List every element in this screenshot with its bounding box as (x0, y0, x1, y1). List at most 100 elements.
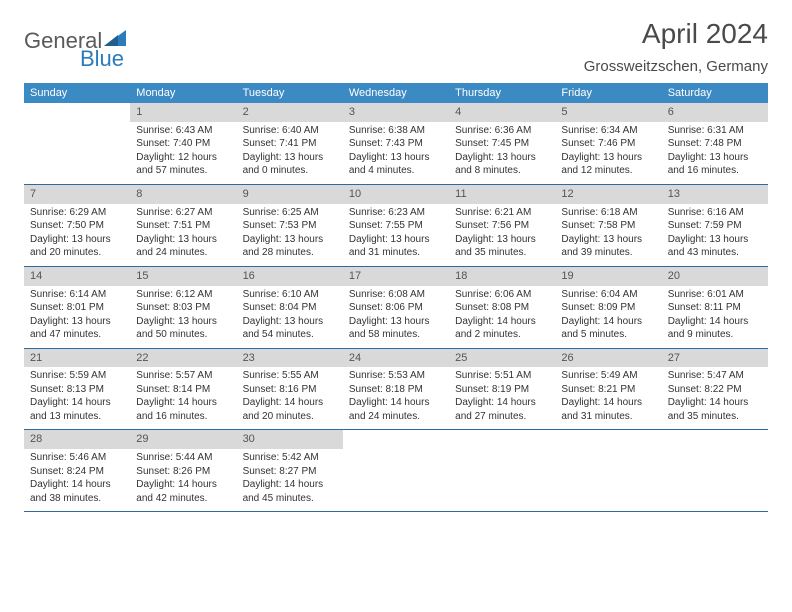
empty-cell (449, 430, 555, 511)
calendar-grid: SundayMondayTuesdayWednesdayThursdayFrid… (24, 83, 768, 512)
week-row: 28Sunrise: 5:46 AMSunset: 8:24 PMDayligh… (24, 430, 768, 512)
day-of-week-cell: Saturday (662, 83, 768, 103)
sunrise-line: Sunrise: 5:55 AM (243, 369, 337, 383)
day-cell: 7 Sunrise: 6:29 AMSunset: 7:50 PMDaylight… (24, 185, 130, 266)
day-of-week-cell: Sunday (24, 83, 130, 103)
daylight-line: Daylight: 13 hours and 20 minutes. (30, 233, 124, 260)
sunrise-line: Sunrise: 6:29 AM (30, 206, 124, 220)
week-row: 1Sunrise: 6:43 AMSunset: 7:40 PMDaylight… (24, 103, 768, 185)
day-cell: 20Sunrise: 6:01 AMSunset: 8:11 PMDayligh… (662, 267, 768, 348)
sunrise-line: Sunrise: 6:21 AM (455, 206, 549, 220)
daylight-line: Daylight: 13 hours and 43 minutes. (668, 233, 762, 260)
sunrise-line: Sunrise: 5:49 AM (561, 369, 655, 383)
sunset-line: Sunset: 8:21 PM (561, 383, 655, 397)
day-cell: 8Sunrise: 6:27 AMSunset: 7:51 PMDaylight… (130, 185, 236, 266)
day-cell: 1Sunrise: 6:43 AMSunset: 7:40 PMDaylight… (130, 103, 236, 184)
day-of-week-cell: Monday (130, 83, 236, 103)
day-cell: 24Sunrise: 5:53 AMSunset: 8:18 PMDayligh… (343, 349, 449, 430)
day-cell: 30Sunrise: 5:42 AMSunset: 8:27 PMDayligh… (237, 430, 343, 511)
daylight-line: Daylight: 14 hours and 2 minutes. (455, 315, 549, 342)
day-cell: 28Sunrise: 5:46 AMSunset: 8:24 PMDayligh… (24, 430, 130, 511)
empty-cell (343, 430, 449, 511)
sunrise-line: Sunrise: 6:23 AM (349, 206, 443, 220)
daylight-line: Daylight: 14 hours and 24 minutes. (349, 396, 443, 423)
day-cell: 15Sunrise: 6:12 AMSunset: 8:03 PMDayligh… (130, 267, 236, 348)
day-number: 22 (130, 349, 236, 368)
day-number: 2 (237, 103, 343, 122)
daylight-line: Daylight: 13 hours and 12 minutes. (561, 151, 655, 178)
daylight-line: Daylight: 13 hours and 39 minutes. (561, 233, 655, 260)
sunset-line: Sunset: 7:58 PM (561, 219, 655, 233)
day-cell: 29 Sunrise: 5:44 AMSunset: 8:26 PMDayligh… (130, 430, 236, 511)
sunrise-line: Sunrise: 6:40 AM (243, 124, 337, 138)
sunset-line: Sunset: 7:53 PM (243, 219, 337, 233)
sunrise-line: Sunrise: 5:51 AM (455, 369, 549, 383)
day-cell: 13Sunrise: 6:16 AMSunset: 7:59 PMDayligh… (662, 185, 768, 266)
day-number: 4 (449, 103, 555, 122)
sunrise-line: Sunrise: 6:25 AM (243, 206, 337, 220)
day-number: 9 (237, 185, 343, 204)
day-number: 24 (343, 349, 449, 368)
sunrise-line: Sunrise: 5:44 AM (136, 451, 230, 465)
day-cell: 6Sunrise: 6:31 AMSunset: 7:48 PMDaylight… (662, 103, 768, 184)
sunset-line: Sunset: 7:40 PM (136, 137, 230, 151)
sunset-line: Sunset: 7:56 PM (455, 219, 549, 233)
sunset-line: Sunset: 8:19 PM (455, 383, 549, 397)
daylight-line: Daylight: 13 hours and 35 minutes. (455, 233, 549, 260)
sunset-line: Sunset: 7:59 PM (668, 219, 762, 233)
day-cell: 12Sunrise: 6:18 AMSunset: 7:58 PMDayligh… (555, 185, 661, 266)
day-number: 28 (24, 430, 130, 449)
empty-cell (24, 103, 130, 184)
daylight-line: Daylight: 14 hours and 27 minutes. (455, 396, 549, 423)
daylight-line: Daylight: 14 hours and 13 minutes. (30, 396, 124, 423)
daylight-line: Daylight: 13 hours and 0 minutes. (243, 151, 337, 178)
day-number: 7 (24, 185, 130, 204)
sunset-line: Sunset: 7:46 PM (561, 137, 655, 151)
day-number: 13 (662, 185, 768, 204)
day-cell: 10Sunrise: 6:23 AMSunset: 7:55 PMDayligh… (343, 185, 449, 266)
day-of-week-header: SundayMondayTuesdayWednesdayThursdayFrid… (24, 83, 768, 103)
sunset-line: Sunset: 8:04 PM (243, 301, 337, 315)
daylight-line: Daylight: 14 hours and 42 minutes. (136, 478, 230, 505)
logo-text-blue: Blue (80, 46, 124, 72)
day-number: 29 (130, 430, 236, 449)
day-number: 12 (555, 185, 661, 204)
daylight-line: Daylight: 13 hours and 31 minutes. (349, 233, 443, 260)
day-number: 26 (555, 349, 661, 368)
sunset-line: Sunset: 8:27 PM (243, 465, 337, 479)
sunset-line: Sunset: 8:16 PM (243, 383, 337, 397)
day-cell: 9Sunrise: 6:25 AMSunset: 7:53 PMDaylight… (237, 185, 343, 266)
empty-cell (662, 430, 768, 511)
day-number: 16 (237, 267, 343, 286)
sunset-line: Sunset: 8:22 PM (668, 383, 762, 397)
sunset-line: Sunset: 8:14 PM (136, 383, 230, 397)
day-number: 27 (662, 349, 768, 368)
day-cell: 23Sunrise: 5:55 AMSunset: 8:16 PMDayligh… (237, 349, 343, 430)
sunset-line: Sunset: 7:41 PM (243, 137, 337, 151)
daylight-line: Daylight: 14 hours and 5 minutes. (561, 315, 655, 342)
sunrise-line: Sunrise: 6:31 AM (668, 124, 762, 138)
daylight-line: Daylight: 14 hours and 38 minutes. (30, 478, 124, 505)
sunset-line: Sunset: 8:26 PM (136, 465, 230, 479)
sunset-line: Sunset: 7:45 PM (455, 137, 549, 151)
day-cell: 25Sunrise: 5:51 AMSunset: 8:19 PMDayligh… (449, 349, 555, 430)
sunrise-line: Sunrise: 6:10 AM (243, 288, 337, 302)
sunset-line: Sunset: 7:50 PM (30, 219, 124, 233)
daylight-line: Daylight: 13 hours and 54 minutes. (243, 315, 337, 342)
page-header: General Blue April 2024 Grossweitzschen,… (24, 18, 768, 75)
location-label: Grossweitzschen, Germany (584, 58, 768, 75)
day-number: 3 (343, 103, 449, 122)
day-number: 30 (237, 430, 343, 449)
sunset-line: Sunset: 8:24 PM (30, 465, 124, 479)
week-row: 14Sunrise: 6:14 AMSunset: 8:01 PMDayligh… (24, 267, 768, 349)
day-cell: 27Sunrise: 5:47 AMSunset: 8:22 PMDayligh… (662, 349, 768, 430)
day-number: 25 (449, 349, 555, 368)
day-of-week-cell: Tuesday (237, 83, 343, 103)
day-number: 15 (130, 267, 236, 286)
daylight-line: Daylight: 13 hours and 47 minutes. (30, 315, 124, 342)
sunrise-line: Sunrise: 5:53 AM (349, 369, 443, 383)
sunset-line: Sunset: 7:51 PM (136, 219, 230, 233)
day-of-week-cell: Friday (555, 83, 661, 103)
day-cell: 5Sunrise: 6:34 AMSunset: 7:46 PMDaylight… (555, 103, 661, 184)
sunrise-line: Sunrise: 6:12 AM (136, 288, 230, 302)
